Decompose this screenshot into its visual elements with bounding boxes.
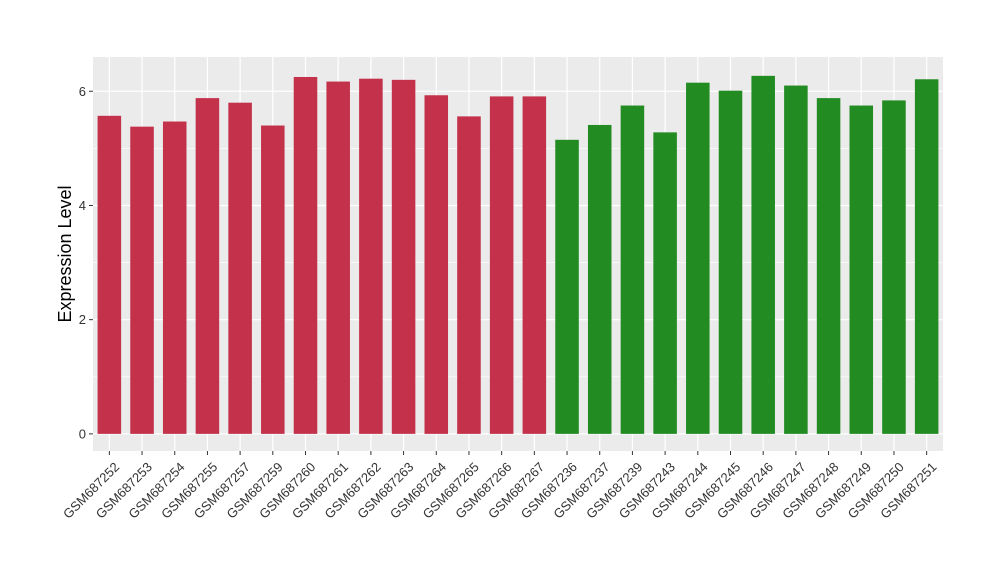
bar-GSM687239	[620, 105, 645, 434]
bar-GSM687259	[261, 125, 285, 434]
bar-GSM687266	[489, 96, 514, 434]
bar-GSM687251	[914, 79, 939, 434]
bar-GSM687261	[326, 81, 350, 434]
bar-GSM687264	[424, 95, 449, 434]
y-tick-label: 6	[79, 84, 86, 99]
bar-GSM687253	[130, 126, 154, 434]
y-tick-label: 2	[79, 312, 86, 327]
bar-GSM687247	[784, 85, 808, 434]
y-axis: 0 2 4 6	[79, 84, 93, 441]
bar-GSM687254	[162, 121, 187, 434]
bar-GSM687244	[686, 82, 710, 434]
bar-GSM687265	[457, 116, 481, 434]
y-tick-label: 0	[79, 426, 86, 441]
bars	[97, 75, 939, 434]
plot-background	[93, 57, 943, 451]
y-tick-label: 4	[79, 198, 86, 213]
bar-GSM687252	[97, 115, 122, 434]
bar-GSM687243	[653, 132, 677, 434]
bar-GSM687246	[751, 75, 775, 434]
bar-GSM687249	[849, 105, 874, 434]
bar-GSM687267	[522, 96, 547, 434]
bar-GSM687245	[718, 90, 743, 434]
bar-GSM687248	[816, 98, 841, 434]
bar-GSM687250	[882, 100, 906, 434]
bar-GSM687236	[555, 139, 579, 434]
bar-GSM687262	[359, 78, 383, 434]
bar-GSM687255	[195, 98, 220, 434]
bar-GSM687260	[293, 76, 318, 434]
bar-GSM687257	[228, 102, 252, 434]
y-axis-title: Expression Level	[55, 185, 75, 322]
bar-GSM687263	[391, 79, 416, 434]
bar-GSM687237	[587, 124, 612, 434]
x-axis: GSM687252GSM687253GSM687254GSM687255GSM6…	[60, 451, 940, 522]
